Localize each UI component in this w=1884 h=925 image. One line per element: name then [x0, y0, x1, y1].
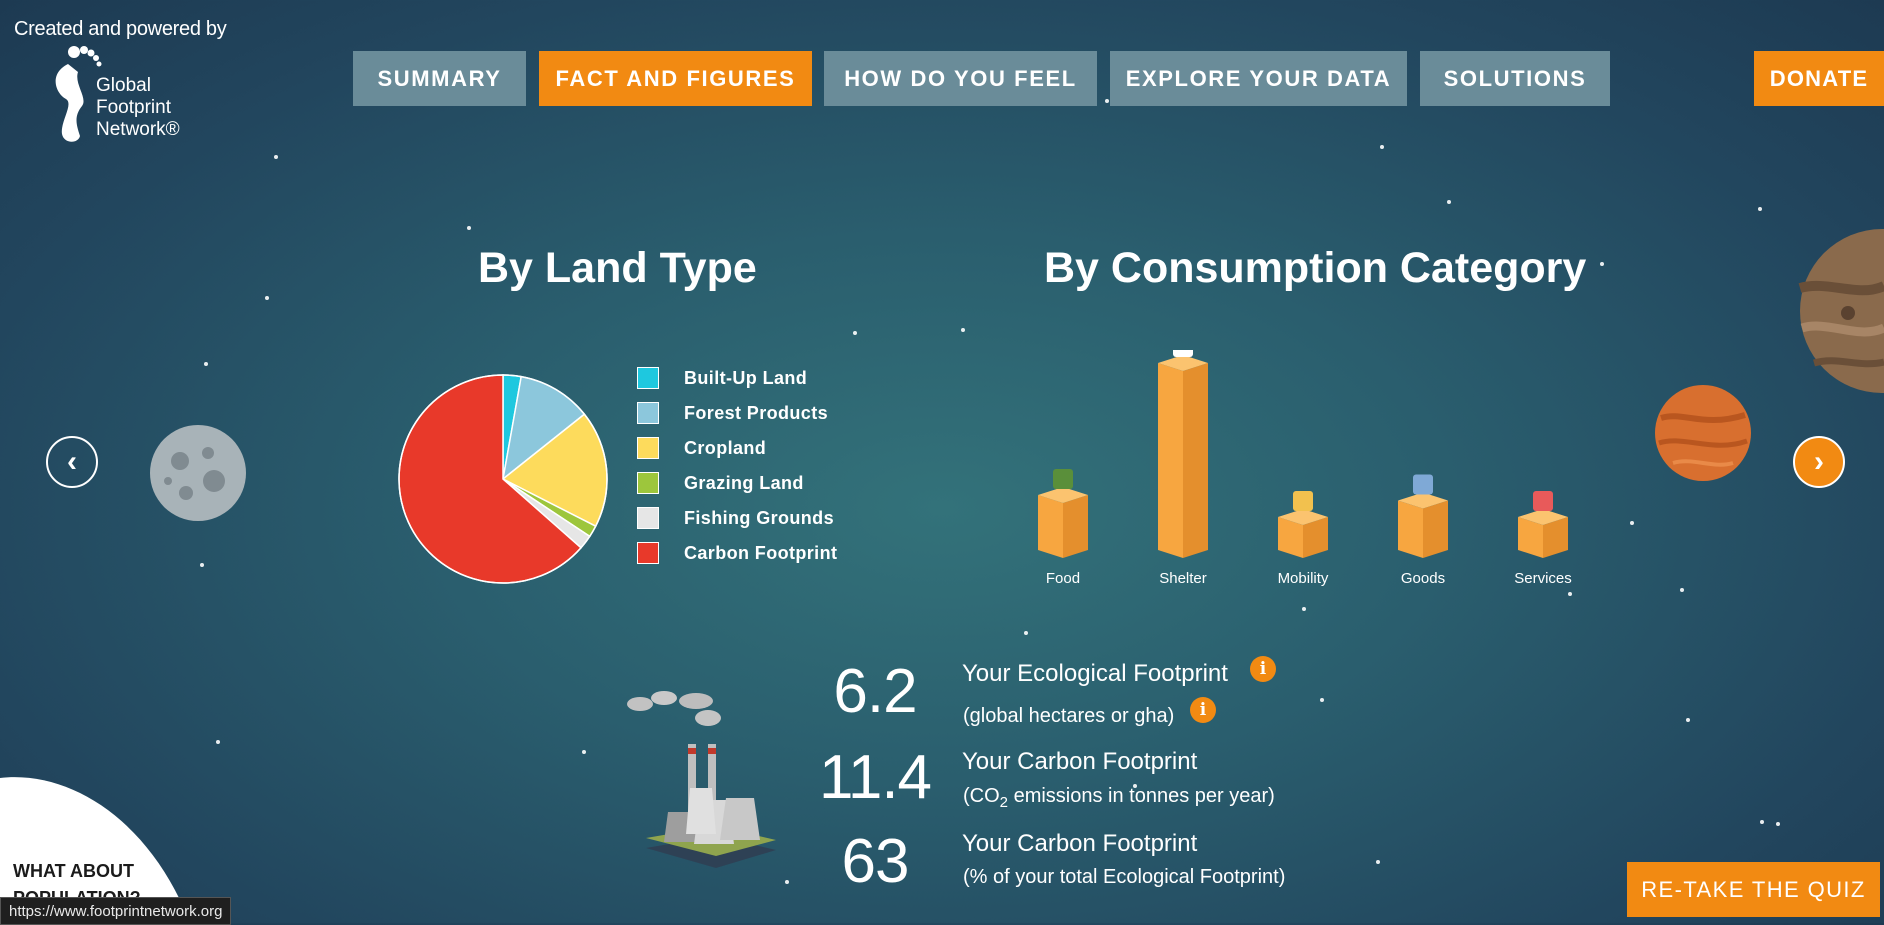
info-icon[interactable]: i: [1250, 656, 1276, 682]
nav-summary[interactable]: SUMMARY: [353, 51, 526, 106]
status-bar-url: https://www.footprintnetwork.org: [0, 897, 232, 925]
bar-services[interactable]: Services: [1514, 491, 1572, 587]
legend-swatch: [637, 472, 659, 494]
nav-fact-and-figures[interactable]: FACT AND FIGURES: [539, 51, 812, 106]
bar-label: Shelter: [1159, 570, 1207, 587]
logo-text: Global Footprint Network®: [96, 75, 180, 140]
legend-label: Fishing Grounds: [684, 507, 834, 528]
shelter-category-icon: [1173, 350, 1193, 357]
power-plant-icon: [627, 691, 776, 868]
mars-planet-icon: [1655, 385, 1751, 481]
chevron-right-icon: ›: [1814, 445, 1824, 478]
bar-label: Mobility: [1278, 570, 1329, 587]
consumption-title: By Consumption Category: [1044, 244, 1587, 292]
moon-planet-icon: [150, 425, 246, 521]
carbon-footprint-tonnes-label: Your Carbon Footprint: [962, 748, 1198, 775]
credit-text: Created and powered by: [14, 18, 227, 40]
food-category-icon: [1053, 469, 1073, 489]
ecological-footprint-value: 6.2: [833, 657, 917, 726]
legend-swatch: [637, 437, 659, 459]
legend-label: Built-Up Land: [684, 367, 808, 388]
chevron-left-icon: ‹: [67, 445, 77, 478]
legend-label: Grazing Land: [684, 472, 804, 493]
carbon-footprint-percent-value: 63: [841, 827, 910, 896]
goods-category-icon: [1413, 474, 1433, 495]
donate-button[interactable]: DONATE: [1754, 51, 1884, 106]
ecological-footprint-label: Your Ecological Footprint: [962, 660, 1228, 687]
legend-label: Forest Products: [684, 402, 829, 423]
bar-mobility[interactable]: Mobility: [1278, 491, 1329, 587]
jupiter-planet-icon: [1798, 229, 1884, 393]
legend-swatch: [637, 507, 659, 529]
legend-item-carbon-footprint: Carbon Footprint: [637, 542, 837, 564]
land-type-pie-chart: [398, 374, 608, 584]
legend-item-fishing-grounds: Fishing Grounds: [637, 507, 834, 529]
retake-quiz-button[interactable]: RE-TAKE THE QUIZ: [1627, 862, 1880, 917]
bar-goods[interactable]: Goods: [1398, 474, 1448, 588]
legend-label: Cropland: [684, 437, 767, 458]
previous-button[interactable]: ‹: [46, 436, 98, 488]
bar-label: Food: [1046, 570, 1080, 587]
bar-shelter[interactable]: Shelter: [1158, 350, 1208, 587]
bar-label: Services: [1514, 570, 1572, 587]
consumption-bar-chart: Food Shelter Mobility Goods Services: [1038, 350, 1572, 588]
legend-item-built-up-land: Built-Up Land: [637, 367, 807, 389]
info-icon[interactable]: i: [1190, 697, 1216, 723]
legend-swatch: [637, 542, 659, 564]
nav-solutions[interactable]: SOLUTIONS: [1420, 51, 1610, 106]
bar-label: Goods: [1401, 570, 1445, 587]
ecological-footprint-unit: (global hectares or gha): [963, 705, 1175, 727]
bar-food[interactable]: Food: [1038, 469, 1088, 587]
next-button[interactable]: ›: [1793, 436, 1845, 488]
legend-swatch: [637, 402, 659, 424]
carbon-footprint-tonnes-value: 11.4: [818, 743, 932, 812]
land-type-title: By Land Type: [478, 244, 757, 292]
legend-label: Carbon Footprint: [684, 542, 838, 563]
mobility-category-icon: [1293, 491, 1313, 511]
legend-item-grazing-land: Grazing Land: [637, 472, 804, 494]
legend-item-forest-products: Forest Products: [637, 402, 828, 424]
footprint-logo-icon[interactable]: [48, 44, 188, 144]
population-widget-bg: [0, 777, 190, 923]
nav-explore-your-data[interactable]: EXPLORE YOUR DATA: [1110, 51, 1407, 106]
services-category-icon: [1533, 491, 1553, 511]
carbon-footprint-percent-unit: (% of your total Ecological Footprint): [963, 866, 1286, 888]
nav-how-do-you-feel[interactable]: HOW DO YOU FEEL: [824, 51, 1097, 106]
legend-swatch: [637, 367, 659, 389]
carbon-footprint-percent-label: Your Carbon Footprint: [962, 830, 1198, 857]
carbon-footprint-tonnes-unit: (CO2 emissions in tonnes per year): [963, 785, 1275, 811]
legend-item-cropland: Cropland: [637, 437, 766, 459]
